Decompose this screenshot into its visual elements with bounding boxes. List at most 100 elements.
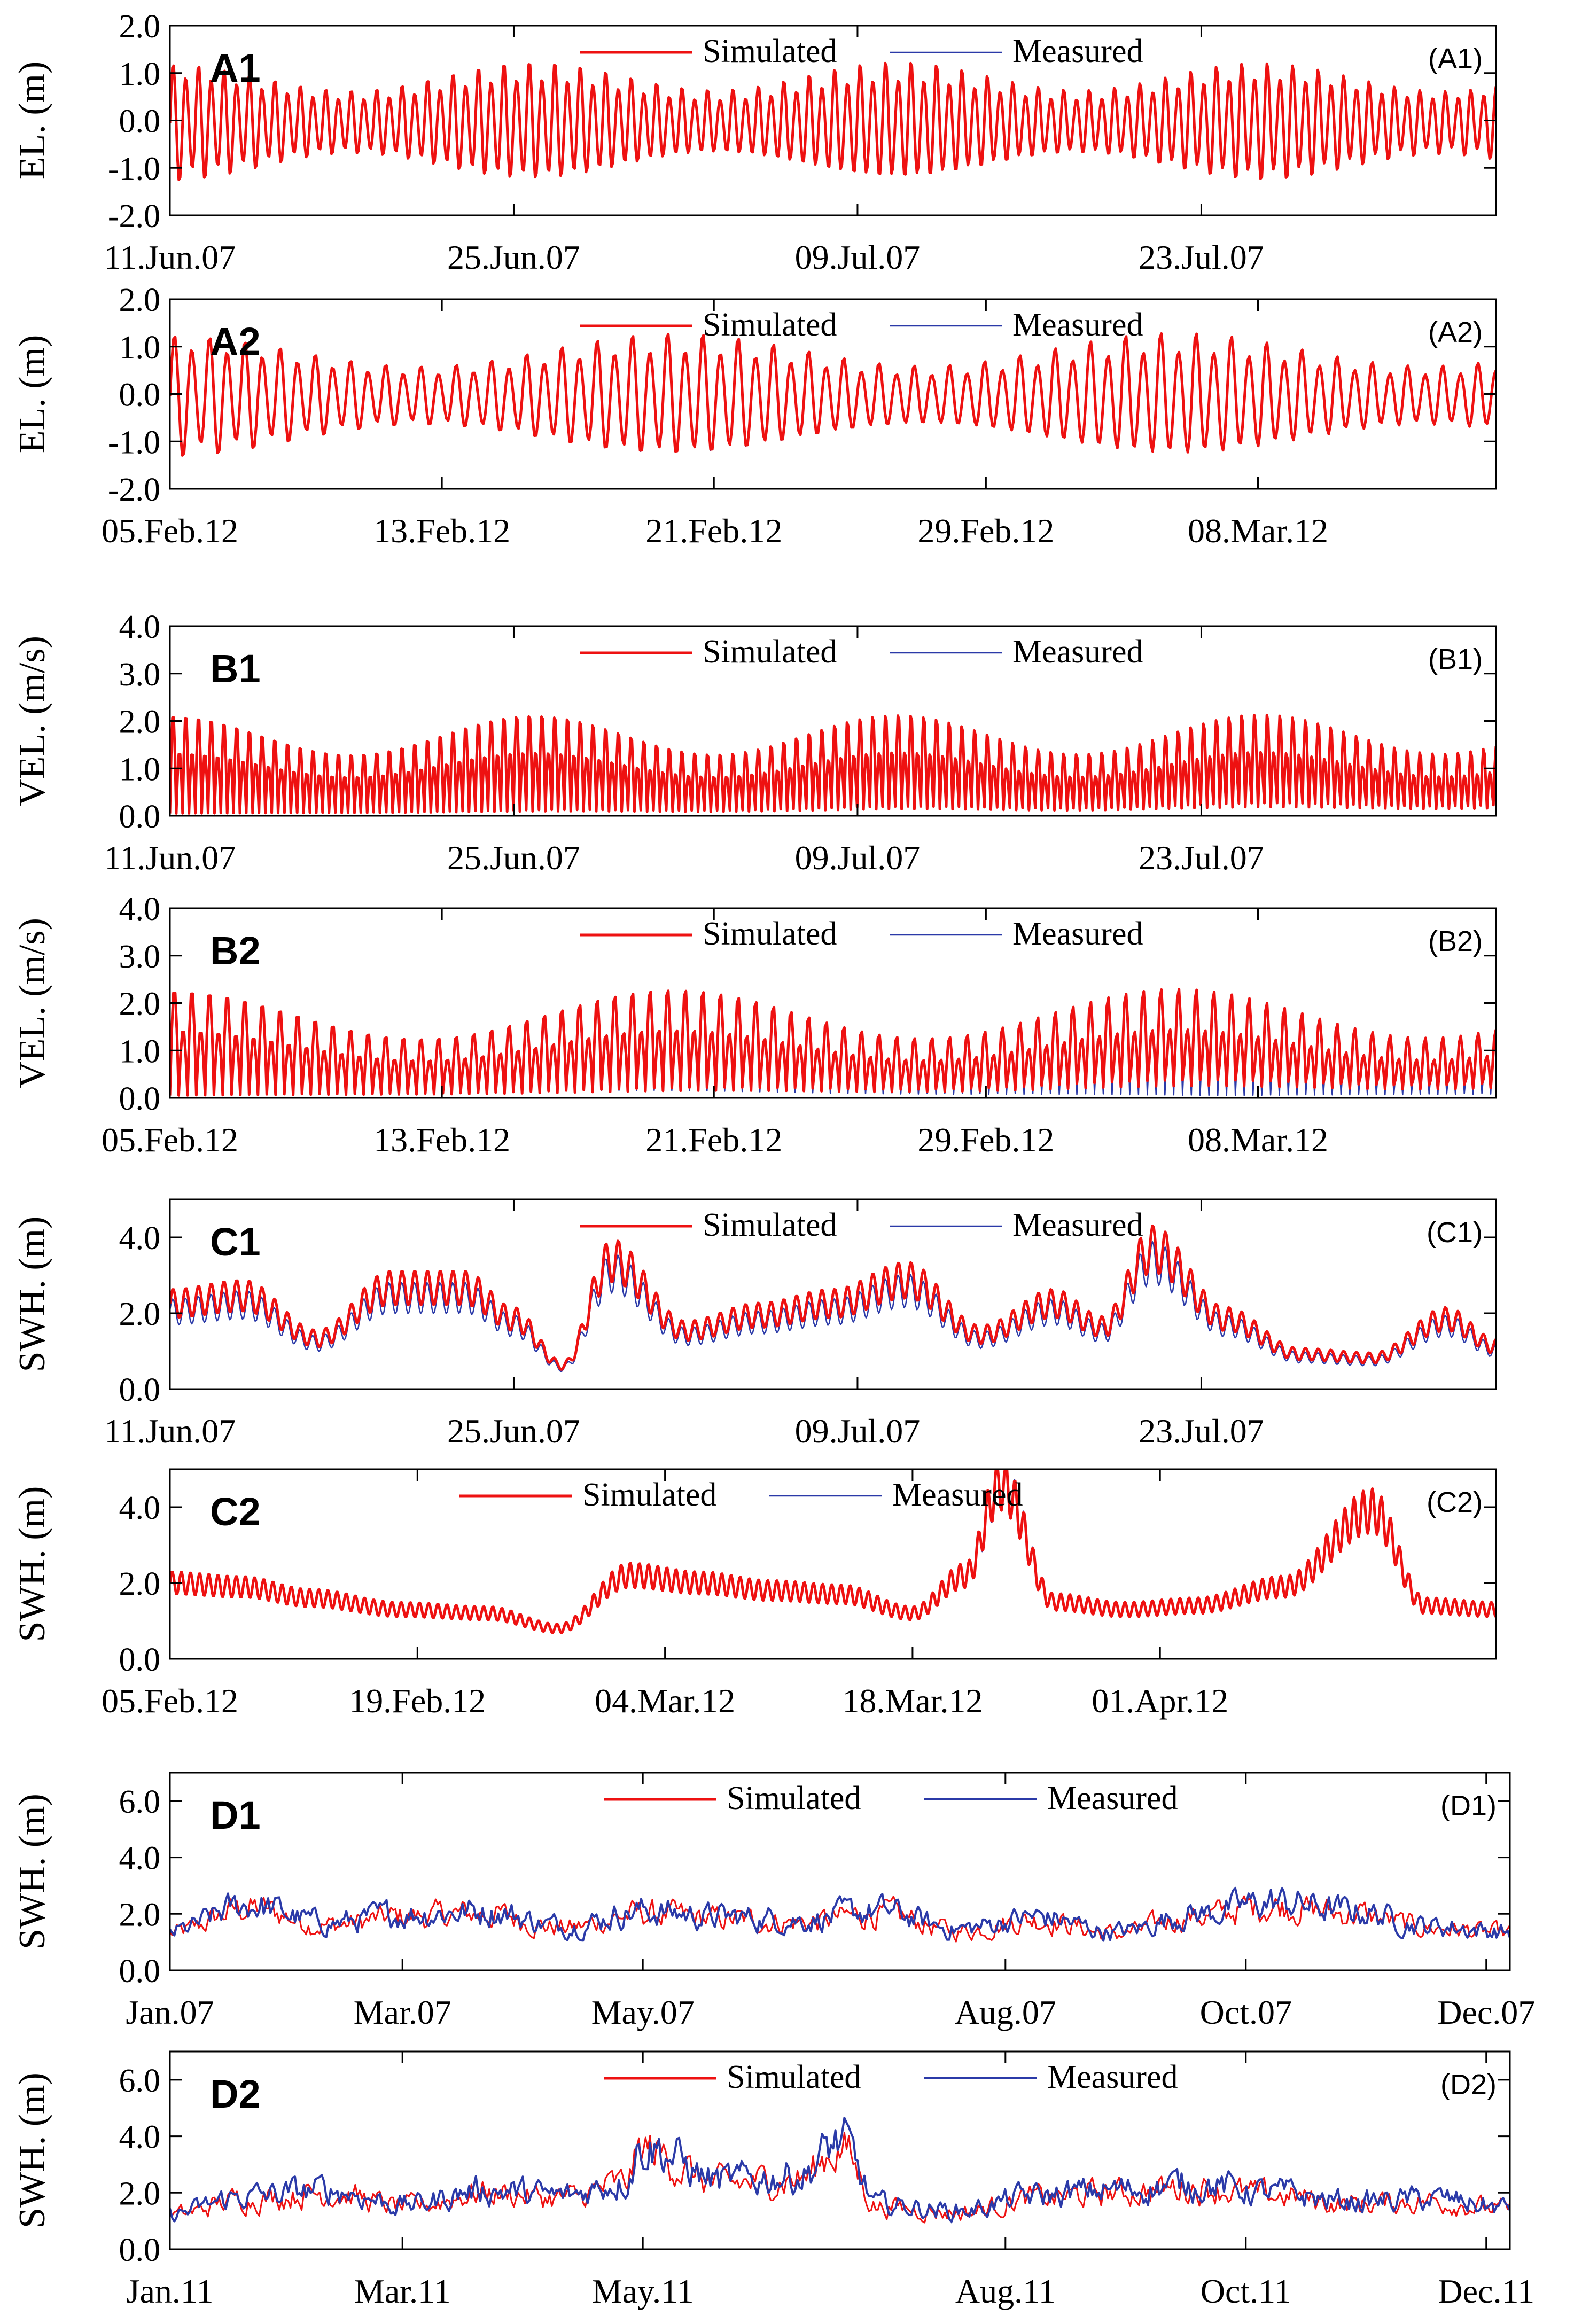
axes-frame-d1	[169, 1772, 1511, 1971]
legend-measured-label: Measured	[1012, 916, 1143, 952]
legend-simulated-label: Simulated	[703, 33, 837, 69]
x-tick-label: Oct.11	[1201, 2272, 1291, 2310]
axes-frame-d2	[169, 2050, 1511, 2250]
y-tick-label: 2.0	[119, 704, 161, 740]
legend-simulated-label: Simulated	[703, 307, 837, 343]
x-tick-label: 04.Mar.12	[595, 1682, 735, 1720]
x-tick-label: Oct.07	[1200, 1993, 1292, 2031]
legend-measured-label: Measured	[1012, 33, 1143, 69]
legend-simulated-label: Simulated	[582, 1477, 716, 1513]
y-tick-label: 0.0	[119, 1953, 161, 1990]
x-tick-label: 25.Jun.07	[447, 1412, 580, 1450]
y-tick-label: 3.0	[119, 939, 161, 975]
legend-measured-label: Measured	[1012, 307, 1143, 343]
x-tick-label: 18.Mar.12	[842, 1682, 983, 1720]
y-tick-label: 2.0	[119, 1296, 161, 1332]
axes-frame-c1	[169, 1198, 1497, 1390]
panel-d2: 0.0 2.0 4.0 6.0 Jan.11 Mar.11 May.11 Aug.11 Oct.…	[12, 2050, 1534, 2310]
x-tick-label: 09.Jul.07	[795, 1412, 921, 1450]
y-tick-label: 2.0	[119, 9, 161, 45]
y-tick-label: 0.0	[119, 104, 161, 140]
legend-measured-label: Measured	[1012, 634, 1143, 670]
y-tick-label: 0.0	[119, 1081, 161, 1117]
y-tick-label: 2.0	[119, 986, 161, 1023]
legend-simulated-label: Simulated	[727, 1780, 861, 1816]
panel-letter: C1	[210, 1220, 261, 1264]
y-tick-label: 1.0	[119, 56, 161, 92]
x-tick-label: 09.Jul.07	[795, 839, 921, 877]
x-tick-label: Dec.07	[1437, 1993, 1535, 2031]
y-tick-label: 0.0	[119, 2232, 161, 2268]
y-tick-label: 1.0	[119, 1033, 161, 1070]
y-tick-label: 4.0	[119, 2119, 161, 2156]
x-tick-label: May.11	[592, 2272, 694, 2310]
measured-series-line-d1	[170, 1886, 1510, 1942]
panel-letter: B2	[210, 929, 261, 973]
x-tick-label: 11.Jun.07	[104, 839, 236, 877]
panel-letter: B1	[210, 646, 261, 691]
panel-tag: (C2)	[1427, 1486, 1483, 1518]
panel-tag: (D2)	[1440, 2069, 1497, 2101]
x-tick-label: Mar.11	[354, 2272, 451, 2310]
panel-b2: 0.0 1.0 2.0 3.0 4.0 05.Feb.12 13.Feb.12 21.Feb.…	[12, 891, 1497, 1159]
simulated-series-line-a2	[170, 332, 1496, 457]
x-tick-label: 08.Mar.12	[1188, 1121, 1328, 1159]
measured-series-line-c2	[170, 1469, 1496, 1634]
y-axis-label: EL. (m)	[12, 335, 53, 454]
y-tick-label: -1.0	[108, 424, 160, 461]
y-tick-label: 0.0	[119, 377, 161, 414]
y-axis-label: VEL. (m/s)	[12, 918, 53, 1088]
y-tick-label: 0.0	[119, 1372, 161, 1408]
panel-letter: A2	[210, 319, 261, 364]
x-tick-label: 09.Jul.07	[795, 238, 921, 276]
simulated-series-line-c1	[170, 1224, 1496, 1371]
y-axis-label: SWH. (m)	[12, 1793, 53, 1949]
x-tick-label: 23.Jul.07	[1139, 238, 1264, 276]
x-tick-label: 13.Feb.12	[373, 1121, 510, 1159]
y-tick-label: 4.0	[119, 1490, 161, 1526]
y-tick-label: 0.0	[119, 1642, 161, 1678]
x-tick-label: 21.Feb.12	[645, 512, 782, 550]
x-tick-label: 25.Jun.07	[447, 238, 580, 276]
y-axis-label: VEL. (m/s)	[12, 636, 53, 806]
panel-a2: -2.0 -1.0 0.0 1.0 2.0 05.Feb.12 13.Feb.12 21.Fe…	[12, 282, 1497, 550]
x-tick-label: 13.Feb.12	[373, 512, 510, 550]
y-tick-label: 2.0	[119, 2175, 161, 2212]
y-axis-label: SWH. (m)	[12, 1216, 53, 1372]
axes-frame-c2	[169, 1468, 1497, 1660]
x-tick-label: 05.Feb.12	[102, 1121, 238, 1159]
legend-simulated-label: Simulated	[703, 634, 837, 670]
x-tick-label: Mar.07	[354, 1993, 451, 2031]
x-tick-label: May.07	[591, 1993, 695, 2031]
panel-tag: (B1)	[1428, 643, 1483, 675]
simulated-series-line-b2	[170, 988, 1496, 1097]
panel-letter: D2	[210, 2072, 261, 2116]
y-tick-label: 4.0	[119, 609, 161, 645]
panel-letter: A1	[210, 46, 261, 90]
x-tick-label: Aug.11	[955, 2272, 1056, 2310]
panel-tag: (A1)	[1428, 43, 1483, 75]
legend-simulated-label: Simulated	[727, 2059, 861, 2095]
legend-measured-label: Measured	[1047, 2059, 1178, 2095]
y-tick-label: 4.0	[119, 1841, 161, 1877]
y-tick-label: 6.0	[119, 2063, 161, 2099]
panel-d1: 0.0 2.0 4.0 6.0 Jan.07 Mar.07 May.07 Aug.07 Oct.…	[12, 1772, 1535, 2031]
y-tick-label: 2.0	[119, 1566, 161, 1602]
x-tick-label: 23.Jul.07	[1139, 1412, 1264, 1450]
y-tick-label: 2.0	[119, 1897, 161, 1933]
legend-measured-label: Measured	[1047, 1780, 1178, 1816]
panel-letter: D1	[210, 1793, 261, 1837]
y-axis-label: SWH. (m)	[12, 2072, 53, 2228]
panel-tag: (B2)	[1428, 925, 1483, 957]
x-tick-label: 08.Mar.12	[1188, 512, 1328, 550]
y-tick-label: 1.0	[119, 751, 161, 787]
panel-tag: (A2)	[1428, 316, 1483, 348]
y-tick-label: 3.0	[119, 657, 161, 693]
simulated-series-line-b1	[170, 713, 1496, 815]
legend-measured-label: Measured	[1012, 1207, 1143, 1243]
y-tick-label: -2.0	[108, 198, 160, 235]
y-tick-label: 2.0	[119, 282, 161, 318]
x-tick-label: 29.Feb.12	[917, 512, 1054, 550]
simulated-series-line-c2	[170, 1469, 1496, 1634]
